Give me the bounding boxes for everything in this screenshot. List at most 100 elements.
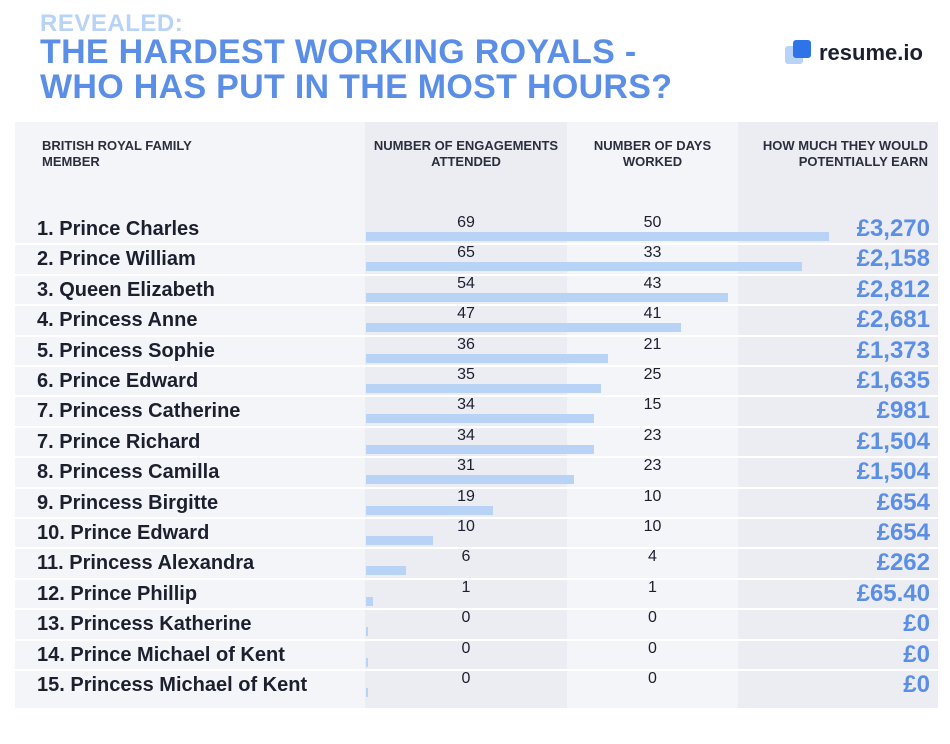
engagements-value: 10	[457, 518, 475, 535]
earnings-value: £2,681	[856, 306, 930, 334]
engagements-value: 54	[457, 274, 475, 292]
row-divider	[15, 425, 938, 428]
member-name: 5. Princess Sophie	[37, 339, 215, 362]
table-row: 6. Prince Edward 35 25 £1,635	[15, 366, 938, 398]
page-title-line-1: THE HARDEST WORKING ROYALS -	[40, 33, 637, 71]
engagement-bar	[366, 475, 574, 485]
engagements-value: 0	[461, 670, 471, 687]
days-worked-value: 21	[643, 335, 662, 353]
table-row: 7. Prince Richard 34 23 £1,504	[15, 426, 938, 459]
row-divider	[15, 304, 938, 307]
table-row: 14. Prince Michael of Kent 0 0 £0	[15, 639, 938, 672]
earnings-value: £981	[876, 397, 930, 425]
table-header: BRITISH ROYAL FAMILY MEMBER NUMBER OF EN…	[15, 122, 938, 206]
earnings-value: £65.40	[856, 579, 930, 607]
engagements-value: 0	[461, 639, 471, 657]
row-divider	[15, 273, 938, 276]
engagement-bar	[366, 353, 608, 363]
column-background-member	[15, 122, 365, 708]
page-title-line-2: WHO HAS PUT IN THE MOST HOURS?	[40, 68, 673, 106]
earnings-value: £1,504	[856, 427, 930, 455]
engagements-value: 1	[461, 578, 471, 596]
row-divider	[15, 638, 938, 641]
days-worked-value: 23	[643, 457, 662, 475]
engagement-bar	[366, 414, 595, 424]
days-worked-value: 10	[643, 487, 662, 505]
engagements-value: 34	[457, 396, 475, 414]
table-row: 13. Princess Katherine 0 0 £0	[15, 609, 938, 641]
days-worked-value: 0	[648, 670, 657, 687]
engagements-value: 36	[457, 335, 475, 353]
table-row: 11. Princess Alexandra 6 4 £262	[15, 548, 938, 580]
table-row: 2. Prince William 65 33 £2,158	[15, 244, 938, 276]
days-worked-value: 0	[648, 609, 657, 627]
row-divider	[15, 456, 938, 459]
earnings-value: £0	[903, 671, 930, 698]
table-row: 1. Prince Charles 69 50 £3,270	[15, 214, 938, 246]
row-divider	[15, 517, 938, 519]
engagement-bar	[366, 536, 434, 545]
table-row: 12. Prince Phillip 1 1 £65.40	[15, 578, 938, 611]
member-name: 9. Princess Birgitte	[37, 491, 219, 514]
earnings-value: £1,635	[856, 367, 930, 394]
days-worked-value: 43	[643, 274, 662, 292]
engagements-value: 35	[457, 366, 475, 383]
earnings-value: £2,812	[856, 275, 930, 303]
brand-name: resume.io	[819, 40, 923, 65]
engagements-value: 69	[457, 214, 475, 231]
row-divider	[15, 486, 938, 489]
column-background-earnings	[738, 122, 938, 708]
days-worked-value: 41	[643, 305, 662, 323]
engagement-bar	[366, 444, 595, 454]
member-name: 2. Prince William	[37, 248, 196, 271]
row-divider	[15, 669, 938, 671]
earnings-value: £654	[876, 519, 930, 546]
royals-table: BRITISH ROYAL FAMILY MEMBER NUMBER OF EN…	[15, 122, 938, 708]
table-row: 7. Princess Catherine 34 15 £981	[15, 396, 938, 428]
earnings-value: £1,504	[856, 458, 930, 486]
days-worked-value: 10	[643, 518, 662, 535]
table-row: 4. Princess Anne 47 41 £2,681	[15, 305, 938, 337]
member-name: 13. Princess Katherine	[37, 613, 252, 636]
table-row: 8. Princess Camilla 31 23 £1,504	[15, 457, 938, 489]
earnings-value: £0	[903, 610, 930, 638]
days-worked-value: 33	[643, 244, 662, 262]
table-row: 10. Prince Edward 10 10 £654	[15, 518, 938, 550]
header-engagements: NUMBER OF ENGAGEMENTS ATTENDED	[373, 138, 559, 169]
engagement-bar	[366, 688, 368, 697]
days-worked-value: 23	[643, 426, 662, 444]
engagement-bar	[366, 566, 407, 576]
member-name: 7. Princess Catherine	[37, 400, 241, 423]
earnings-value: £1,373	[856, 336, 930, 364]
resume-io-logo-icon	[785, 40, 811, 66]
kicker: REVEALED:	[40, 10, 184, 37]
row-divider	[15, 365, 938, 367]
engagements-value: 65	[457, 244, 475, 262]
member-name: 4. Princess Anne	[37, 309, 198, 332]
member-name: 10. Prince Edward	[37, 522, 210, 544]
row-divider	[15, 577, 938, 580]
days-worked-value: 15	[643, 396, 662, 414]
days-worked-value: 0	[648, 639, 657, 657]
engagement-bar	[366, 505, 494, 515]
row-divider	[15, 334, 938, 337]
member-name: 1. Prince Charles	[37, 218, 200, 240]
engagements-value: 34	[457, 426, 475, 444]
days-worked-value: 1	[648, 578, 657, 596]
earnings-value: £3,270	[856, 215, 930, 242]
earnings-value: £262	[876, 549, 930, 577]
engagement-bar	[366, 657, 368, 667]
engagement-bar	[366, 262, 803, 272]
member-name: 8. Princess Camilla	[37, 461, 220, 484]
member-name: 7. Prince Richard	[37, 430, 201, 453]
table-row: 3. Queen Elizabeth 54 43 £2,812	[15, 274, 938, 307]
engagements-value: 19	[457, 487, 475, 505]
engagements-value: 0	[461, 609, 471, 627]
row-divider	[15, 395, 938, 398]
engagement-bar	[366, 292, 729, 302]
member-name: 3. Queen Elizabeth	[37, 278, 215, 301]
brand-logo: resume.io	[785, 40, 923, 66]
engagement-bar	[366, 596, 373, 606]
engagements-value: 47	[457, 305, 475, 323]
member-name: 12. Prince Phillip	[37, 582, 198, 605]
